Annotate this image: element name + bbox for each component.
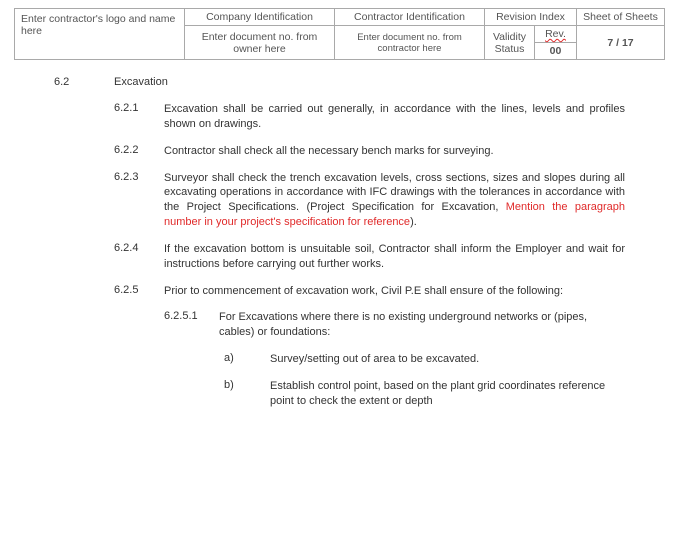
document-header-table: Enter contractor's logo and name here Co… [14, 8, 665, 60]
clause-number: 6.2.5 [114, 284, 164, 299]
subclause-list-625: 6.2.5.1 For Excavations where there is n… [164, 310, 625, 340]
subclause-number: 6.2.5.1 [164, 310, 219, 340]
rev-value: 00 [535, 43, 577, 60]
contractor-id-label: Contractor Identification [335, 9, 485, 26]
clause-6-2-5-1: 6.2.5.1 For Excavations where there is n… [164, 310, 625, 340]
section-number: 6.2 [54, 76, 114, 88]
clause-number: 6.2.2 [114, 144, 164, 159]
company-id-label: Company Identification [185, 9, 335, 26]
clause-6-2-1: 6.2.1 Excavation shall be carried out ge… [114, 102, 625, 132]
item-b: b) Establish control point, based on the… [224, 379, 625, 409]
section-title: Excavation [114, 76, 625, 88]
validity-status-label: Validity Status [485, 26, 535, 60]
clause-6-2-2: 6.2.2 Contractor shall check all the nec… [114, 144, 625, 159]
clause-6-2-3: 6.2.3 Surveyor shall check the trench ex… [114, 171, 625, 230]
clause-text: Excavation shall be carried out generall… [164, 102, 625, 132]
clause-text: Surveyor shall check the trench excavati… [164, 171, 625, 230]
contractor-id-value: Enter document no. from contractor here [335, 26, 485, 60]
item-a: a) Survey/setting out of area to be exca… [224, 352, 625, 367]
company-id-value: Enter document no. from owner here [185, 26, 335, 60]
lettered-number: b) [224, 379, 270, 409]
sheet-of-sheets-label: Sheet of Sheets [577, 9, 665, 26]
clause-6-2-5: 6.2.5 Prior to commencement of excavatio… [114, 284, 625, 299]
revision-index-label: Revision Index [485, 9, 577, 26]
lettered-text: Survey/setting out of area to be excavat… [270, 352, 625, 367]
clause-text: Contractor shall check all the necessary… [164, 144, 625, 159]
subclause-text: For Excavations where there is no existi… [219, 310, 625, 340]
clause-number: 6.2.1 [114, 102, 164, 132]
lettered-number: a) [224, 352, 270, 367]
clause-text: If the excavation bottom is unsuitable s… [164, 242, 625, 272]
rev-label: Rev. [535, 26, 577, 43]
clause-6-2-4: 6.2.4 If the excavation bottom is unsuit… [114, 242, 625, 272]
lettered-list: a) Survey/setting out of area to be exca… [224, 352, 625, 409]
clause-number: 6.2.3 [114, 171, 164, 230]
document-body: 6.2 Excavation 6.2.1 Excavation shall be… [14, 60, 665, 409]
clause-number: 6.2.4 [114, 242, 164, 272]
lettered-text: Establish control point, based on the pl… [270, 379, 625, 409]
sheet-value: 7 / 17 [577, 26, 665, 60]
clause-text: Prior to commencement of excavation work… [164, 284, 625, 299]
logo-placeholder-cell: Enter contractor's logo and name here [15, 9, 185, 60]
section-heading: 6.2 Excavation [54, 76, 625, 88]
clause-list: 6.2.1 Excavation shall be carried out ge… [114, 102, 625, 298]
